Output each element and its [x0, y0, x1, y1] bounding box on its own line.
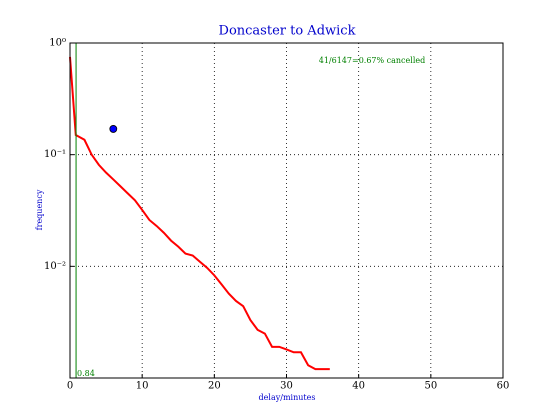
point — [109, 125, 118, 133]
x-tick-label: 0 — [67, 381, 73, 392]
plot-frame — [69, 42, 504, 379]
x-tick-label: 20 — [208, 381, 221, 392]
annotation: 41/6147=0.67% cancelled — [319, 56, 425, 65]
x-tick-label: 50 — [424, 381, 437, 392]
y-tick-label: 10⁻² — [44, 261, 66, 272]
chart-title: Doncaster to Adwick — [219, 24, 356, 39]
y-tick-label: 10⁰ — [49, 38, 66, 49]
x-tick-label: 10 — [136, 381, 149, 392]
x-axis-label: delay/minutes — [259, 393, 316, 402]
y-tick-label: 10⁻¹ — [44, 149, 66, 160]
line — [69, 56, 330, 371]
x-tick-label: 40 — [352, 381, 365, 392]
y-axis-label: frequency — [35, 189, 44, 230]
x-tick-label: 30 — [280, 381, 293, 392]
reference-label: 0.84 — [77, 369, 95, 378]
x-tick-label: 60 — [497, 381, 510, 392]
